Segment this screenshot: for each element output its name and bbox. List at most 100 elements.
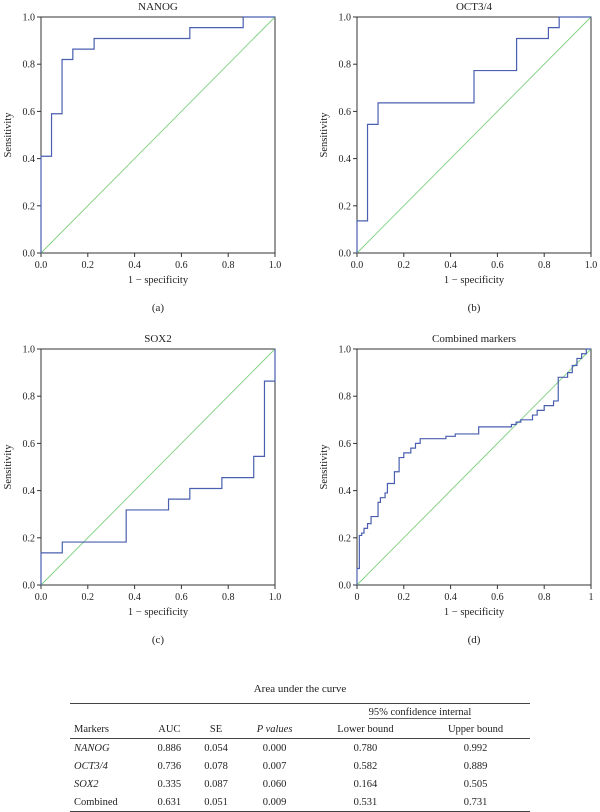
auc-table: 95% confidence internal Markers AUC SE P…: [70, 703, 530, 812]
auc-cell: 0.335: [157, 778, 182, 790]
x-tick-label: 0.8: [222, 592, 235, 603]
x-axis-title: 1 − specificity: [128, 607, 189, 618]
y-tick-label: 0.0: [23, 581, 36, 592]
roc-chart-1: 0.0 0.2 0.4 0.6 0.8 1.0 0.0 0.2 0.4 0.6 0.8 1.0 NANO…: [3, 1, 281, 314]
y-tick-label: 0.2: [339, 201, 352, 212]
x-axis-title: 1 − specificity: [444, 607, 505, 618]
y-tick-label: 0.6: [339, 107, 352, 118]
x-tick-label: 0.8: [222, 260, 235, 271]
x-tick-label: 0.2: [398, 260, 411, 271]
chart-title: NANOG: [138, 1, 178, 13]
upper-bound-cell: 0.992: [463, 742, 488, 754]
y-tick-label: 0.8: [339, 60, 352, 71]
auc-cell: 0.736: [157, 760, 182, 772]
y-tick-label: 0.4: [339, 486, 352, 497]
y-tick-label: 1.0: [339, 345, 352, 356]
upper-bound-cell: 0.889: [463, 760, 488, 772]
auc-table-title: Area under the curve: [253, 683, 347, 695]
y-tick-label: 0.0: [339, 249, 352, 260]
y-tick-label: 0.6: [23, 107, 36, 118]
roc-chart-3: 0.0 0.2 0.4 0.6 0.8 1.0 0.0 0.2 0.4 0.6 0.8 1.0 SOX2…: [3, 333, 281, 646]
se-cell: 0.054: [204, 742, 228, 754]
y-axis-title: Sensitivity: [3, 112, 14, 158]
y-tick-label: 0.6: [23, 439, 36, 450]
panel-label: (c): [152, 634, 165, 646]
reference-line: [356, 348, 592, 586]
x-tick-label: 0.6: [175, 592, 188, 603]
x-tick-label: 0.0: [35, 592, 48, 603]
reference-line: [356, 16, 592, 254]
x-tick-label: 0: [355, 592, 360, 603]
x-tick-label: 0.0: [35, 260, 48, 271]
y-tick-label: 0.8: [23, 60, 36, 71]
p-value-cell: 0.007: [262, 760, 287, 772]
y-tick-label: 0.4: [23, 486, 36, 497]
header-lower-bound: Lower bound: [309, 721, 422, 739]
panel-label: (a): [152, 302, 165, 314]
marker-cell: SOX2: [74, 778, 99, 790]
x-tick-label: 0.6: [491, 592, 504, 603]
header-upper-bound: Upper bound: [421, 721, 530, 739]
se-cell: 0.051: [192, 793, 240, 812]
reference-line: [40, 348, 276, 586]
table-row: Combined 0.631 0.051 0.009 0.531 0.731: [70, 793, 530, 812]
panel-label: (b): [468, 302, 481, 314]
header-markers: Markers: [70, 721, 146, 739]
y-tick-label: 0.2: [23, 533, 36, 544]
roc-curve: [356, 16, 591, 253]
x-tick-label: 1.0: [269, 260, 282, 271]
x-axis-title: 1 − specificity: [444, 275, 505, 286]
table-row: OCT3/4 0.736 0.078 0.007 0.582 0.889: [70, 757, 530, 775]
chart-title: SOX2: [144, 333, 172, 345]
chart-title: OCT3/4: [456, 1, 493, 13]
auc-table-section: Area under the curve 95% confidence inte…: [70, 683, 530, 812]
y-tick-label: 0.2: [23, 201, 36, 212]
plot-frame: [40, 16, 276, 254]
upper-bound-cell: 0.731: [421, 793, 530, 812]
roc-figure: 0.0 0.2 0.4 0.6 0.8 1.0 0.0 0.2 0.4 0.6 0.8 1.0 NANO…: [3, 1, 597, 646]
y-axis-title: Sensitivity: [319, 112, 330, 158]
x-tick-label: 1: [589, 592, 594, 603]
table-header-row-1: 95% confidence internal: [70, 703, 530, 721]
x-tick-label: 0.2: [82, 592, 95, 603]
x-tick-label: 0.2: [82, 260, 95, 271]
lower-bound-cell: 0.531: [309, 793, 422, 812]
y-tick-label: 0.6: [339, 439, 352, 450]
plot-frame: [40, 348, 276, 586]
x-tick-label: 0.4: [128, 260, 141, 271]
x-tick-label: 1.0: [585, 260, 598, 271]
y-tick-label: 0.4: [23, 154, 36, 165]
x-tick-label: 0.4: [444, 592, 457, 603]
header-auc: AUC: [146, 721, 193, 739]
y-tick-label: 0.0: [339, 581, 352, 592]
y-tick-label: 1.0: [339, 13, 352, 24]
ci-header: 95% confidence internal: [368, 707, 472, 719]
auc-cell: 0.886: [157, 742, 182, 754]
roc-curve: [40, 349, 276, 585]
lower-bound-cell: 0.582: [353, 760, 378, 772]
p-value-cell: 0.000: [262, 742, 287, 754]
y-tick-label: 0.2: [339, 533, 352, 544]
lower-bound-cell: 0.164: [353, 778, 378, 790]
marker-cell: OCT3/4: [74, 760, 108, 772]
x-tick-label: 1.0: [269, 592, 282, 603]
header-p-values: P values: [256, 724, 293, 735]
roc-curve: [356, 348, 591, 585]
x-tick-label: 0.4: [444, 260, 457, 271]
y-axis-title: Sensitivity: [3, 444, 14, 490]
table-header-row-2: Markers AUC SE P values Lower bound Uppe…: [70, 721, 530, 739]
y-axis-title: Sensitivity: [319, 444, 330, 490]
auc-cell: 0.631: [146, 793, 193, 812]
y-tick-label: 0.8: [23, 392, 36, 403]
y-tick-label: 0.4: [339, 154, 352, 165]
roc-chart-2: 0.0 0.2 0.4 0.6 0.8 1.0 0.0 0.2 0.4 0.6 0.8 1.0 OCT3…: [319, 1, 597, 314]
y-tick-label: 0.8: [339, 392, 352, 403]
y-tick-label: 1.0: [23, 345, 36, 356]
table-row: NANOG 0.886 0.054 0.000 0.780 0.992: [70, 739, 530, 758]
x-tick-label: 0.8: [538, 592, 551, 603]
x-tick-label: 0.0: [351, 260, 364, 271]
panel-label: (d): [468, 634, 481, 646]
x-tick-label: 0.6: [175, 260, 188, 271]
y-tick-label: 0.0: [23, 249, 36, 260]
marker-cell: Combined: [70, 793, 146, 812]
